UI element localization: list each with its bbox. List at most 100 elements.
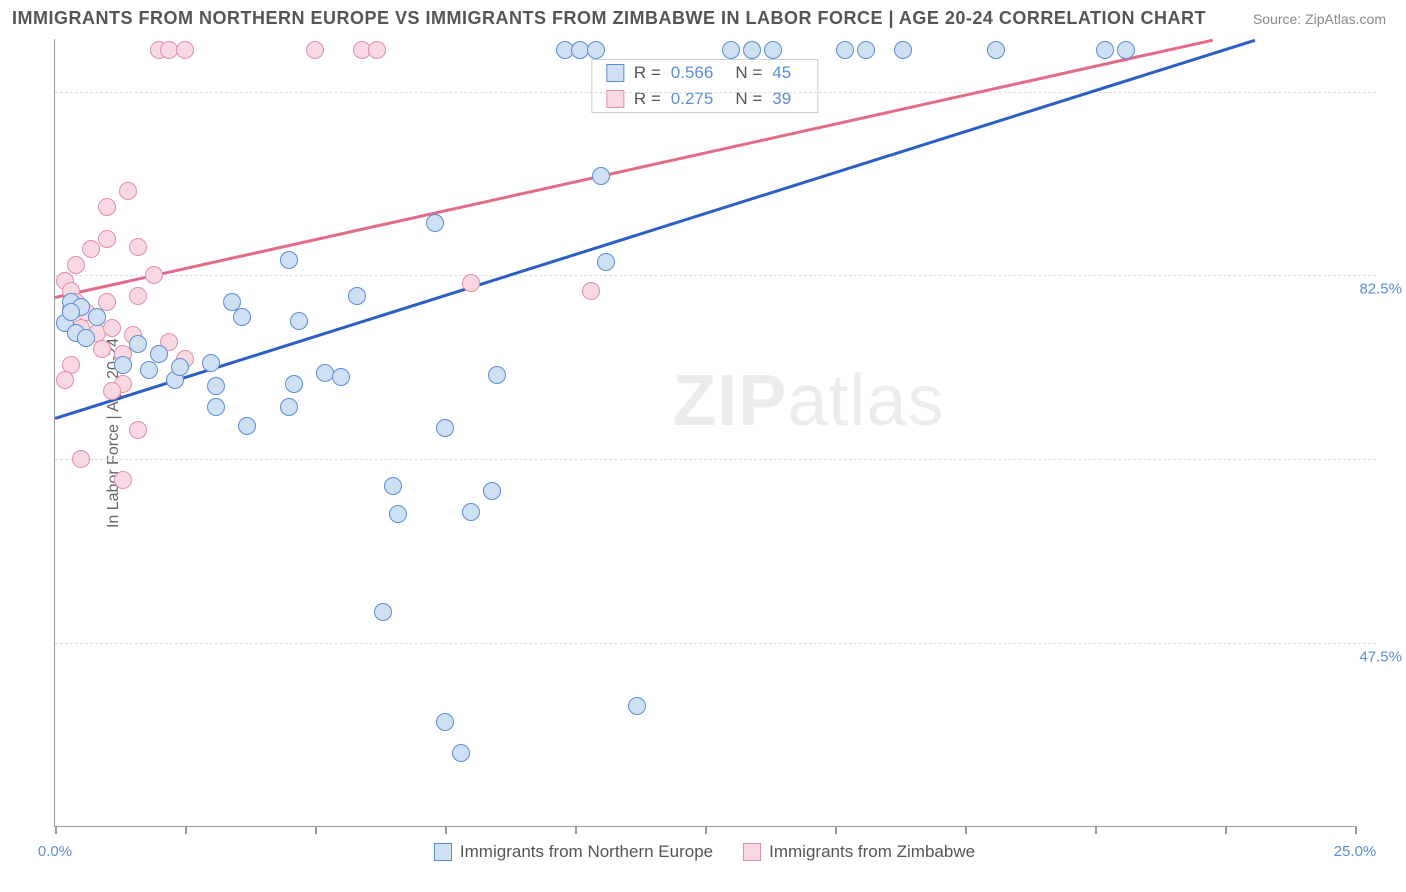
x-tick bbox=[1095, 826, 1097, 834]
data-point-northern_europe bbox=[483, 482, 501, 500]
data-point-zimbabwe bbox=[368, 41, 386, 59]
data-point-northern_europe bbox=[280, 251, 298, 269]
x-tick bbox=[835, 826, 837, 834]
stats-r-label: R = bbox=[634, 63, 661, 83]
data-point-zimbabwe bbox=[114, 471, 132, 489]
data-point-zimbabwe bbox=[82, 240, 100, 258]
data-point-northern_europe bbox=[238, 417, 256, 435]
data-point-zimbabwe bbox=[56, 371, 74, 389]
data-point-northern_europe bbox=[488, 366, 506, 384]
bottom-legend: Immigrants from Northern Europe Immigran… bbox=[55, 842, 1354, 862]
stats-swatch-icon bbox=[606, 90, 624, 108]
data-point-northern_europe bbox=[62, 303, 80, 321]
data-point-northern_europe bbox=[462, 503, 480, 521]
x-tick bbox=[705, 826, 707, 834]
gridline bbox=[55, 459, 1376, 460]
data-point-northern_europe bbox=[764, 41, 782, 59]
data-point-northern_europe bbox=[114, 356, 132, 374]
data-point-zimbabwe bbox=[462, 274, 480, 292]
x-tick bbox=[315, 826, 317, 834]
x-tick bbox=[1225, 826, 1227, 834]
stats-r-value: 0.566 bbox=[671, 63, 714, 83]
x-tick bbox=[185, 826, 187, 834]
data-point-northern_europe bbox=[285, 375, 303, 393]
data-point-northern_europe bbox=[290, 312, 308, 330]
data-point-northern_europe bbox=[894, 41, 912, 59]
data-point-zimbabwe bbox=[129, 238, 147, 256]
stats-row-series-0: R = 0.566 N = 45 bbox=[592, 60, 817, 86]
source-name: ZipAtlas.com bbox=[1305, 11, 1386, 27]
stats-n-value: 45 bbox=[772, 63, 791, 83]
data-point-northern_europe bbox=[348, 287, 366, 305]
legend-label: Immigrants from Northern Europe bbox=[460, 842, 713, 862]
data-point-northern_europe bbox=[77, 329, 95, 347]
data-point-northern_europe bbox=[202, 354, 220, 372]
x-tick-label: 25.0% bbox=[1334, 843, 1377, 860]
x-tick bbox=[965, 826, 967, 834]
data-point-northern_europe bbox=[857, 41, 875, 59]
gridline bbox=[55, 643, 1376, 644]
legend-swatch-icon bbox=[434, 843, 452, 861]
watermark: ZIPatlas bbox=[672, 360, 944, 442]
data-point-northern_europe bbox=[140, 361, 158, 379]
data-point-northern_europe bbox=[743, 41, 761, 59]
data-point-northern_europe bbox=[171, 358, 189, 376]
legend-item-series-1: Immigrants from Zimbabwe bbox=[743, 842, 975, 862]
data-point-zimbabwe bbox=[129, 421, 147, 439]
chart-header: IMMIGRANTS FROM NORTHERN EUROPE VS IMMIG… bbox=[0, 0, 1406, 33]
x-tick bbox=[575, 826, 577, 834]
data-point-zimbabwe bbox=[98, 230, 116, 248]
data-point-zimbabwe bbox=[103, 319, 121, 337]
data-point-zimbabwe bbox=[176, 41, 194, 59]
legend-swatch-icon bbox=[743, 843, 761, 861]
data-point-northern_europe bbox=[436, 713, 454, 731]
stats-swatch-icon bbox=[606, 64, 624, 82]
y-tick-label: 47.5% bbox=[1359, 649, 1402, 666]
data-point-northern_europe bbox=[233, 308, 251, 326]
data-point-zimbabwe bbox=[582, 282, 600, 300]
data-point-zimbabwe bbox=[145, 266, 163, 284]
gridline bbox=[55, 275, 1376, 276]
stats-row-series-1: R = 0.275 N = 39 bbox=[592, 86, 817, 112]
source-attribution: Source: ZipAtlas.com bbox=[1253, 11, 1386, 27]
data-point-northern_europe bbox=[384, 477, 402, 495]
data-point-northern_europe bbox=[374, 603, 392, 621]
data-point-northern_europe bbox=[207, 398, 225, 416]
data-point-zimbabwe bbox=[306, 41, 324, 59]
data-point-northern_europe bbox=[88, 308, 106, 326]
data-point-northern_europe bbox=[150, 345, 168, 363]
data-point-zimbabwe bbox=[98, 198, 116, 216]
legend-item-series-0: Immigrants from Northern Europe bbox=[434, 842, 713, 862]
data-point-northern_europe bbox=[592, 167, 610, 185]
data-point-northern_europe bbox=[628, 697, 646, 715]
stats-n-label: N = bbox=[735, 63, 762, 83]
gridline bbox=[55, 92, 1376, 93]
x-tick bbox=[1355, 826, 1357, 834]
data-point-northern_europe bbox=[1096, 41, 1114, 59]
watermark-bold: ZIP bbox=[672, 361, 787, 441]
data-point-northern_europe bbox=[452, 744, 470, 762]
data-point-zimbabwe bbox=[72, 450, 90, 468]
data-point-northern_europe bbox=[129, 335, 147, 353]
data-point-northern_europe bbox=[332, 368, 350, 386]
data-point-northern_europe bbox=[436, 419, 454, 437]
data-point-northern_europe bbox=[389, 505, 407, 523]
x-tick-label: 0.0% bbox=[38, 843, 72, 860]
data-point-northern_europe bbox=[223, 293, 241, 311]
data-point-northern_europe bbox=[722, 41, 740, 59]
source-label: Source: bbox=[1253, 11, 1305, 27]
chart-title: IMMIGRANTS FROM NORTHERN EUROPE VS IMMIG… bbox=[12, 8, 1206, 29]
stats-box: R = 0.566 N = 45 R = 0.275 N = 39 bbox=[591, 59, 818, 113]
data-point-northern_europe bbox=[597, 253, 615, 271]
data-point-northern_europe bbox=[426, 214, 444, 232]
x-tick bbox=[55, 826, 57, 834]
data-point-zimbabwe bbox=[119, 182, 137, 200]
data-point-zimbabwe bbox=[67, 256, 85, 274]
watermark-light: atlas bbox=[787, 361, 944, 441]
data-point-northern_europe bbox=[207, 377, 225, 395]
data-point-northern_europe bbox=[587, 41, 605, 59]
x-tick bbox=[445, 826, 447, 834]
data-point-northern_europe bbox=[280, 398, 298, 416]
data-point-northern_europe bbox=[987, 41, 1005, 59]
data-point-zimbabwe bbox=[98, 293, 116, 311]
